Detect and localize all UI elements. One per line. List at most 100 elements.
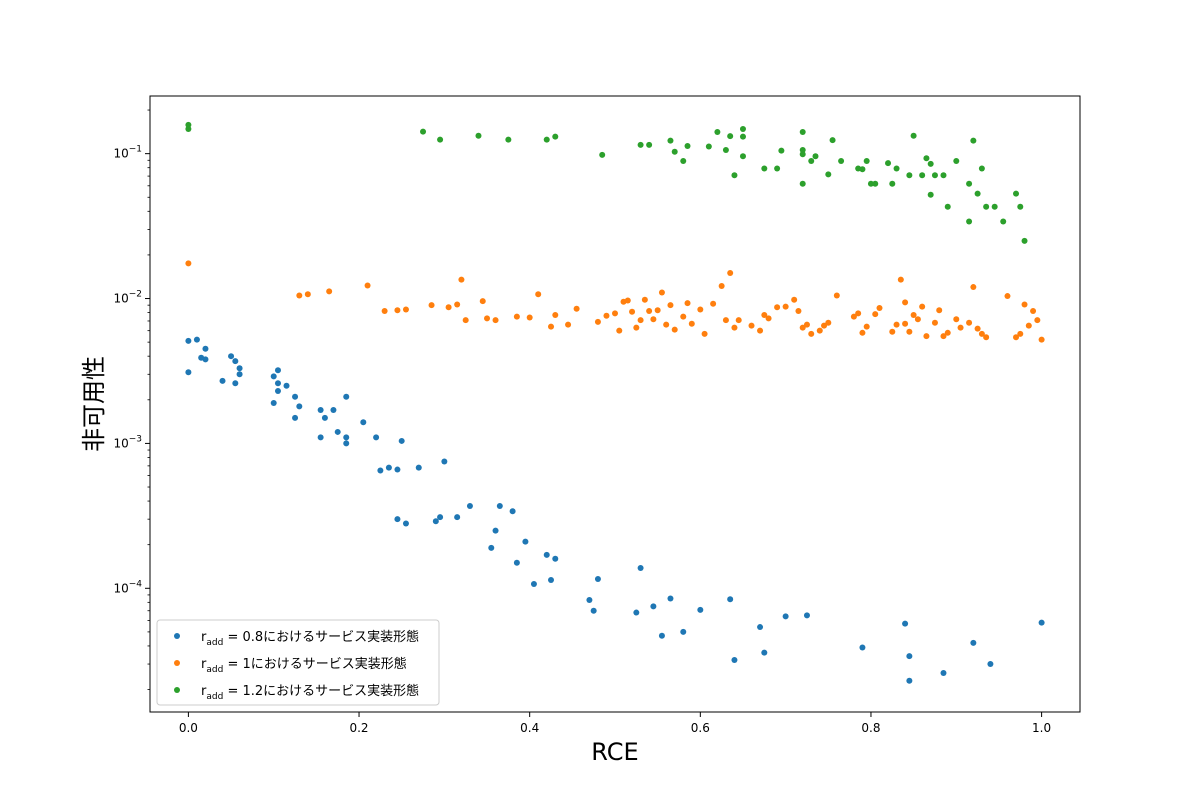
data-point [667,137,674,144]
data-point [415,464,422,471]
data-point [565,321,572,328]
data-point [671,326,678,333]
data-point [364,282,371,289]
data-point [402,306,409,313]
data-point [931,319,938,326]
data-point [953,157,960,164]
x-tick-label: 1.0 [1032,721,1051,735]
data-point [931,172,938,179]
legend-label: radd = 1.2におけるサービス実装形態 [201,683,419,702]
data-point [974,325,981,332]
data-point [727,270,734,277]
data-point [296,292,303,299]
data-point [633,324,640,331]
data-point [978,165,985,172]
data-point [978,330,985,337]
data-point [292,414,299,421]
data-point [970,137,977,144]
data-point [966,218,973,225]
data-point [377,467,384,474]
legend: radd = 0.8におけるサービス実装形態 radd = 1におけるサービス実装… [156,619,440,706]
data-point [970,639,977,646]
data-point [816,327,823,334]
data-point [185,260,192,267]
data-point [722,146,729,153]
legend-label: radd = 1におけるサービス実装形態 [201,656,407,675]
data-point [872,180,879,187]
data-point [330,407,337,414]
y-tick-label: 10−2 [113,290,142,306]
data-point [343,393,350,400]
series-0 [185,336,1045,684]
data-point [398,437,405,444]
data-point [825,171,832,178]
data-point [957,324,964,331]
data-point [936,307,943,314]
series-2 [185,121,1028,244]
data-point [552,133,559,140]
data-point [739,125,746,132]
data-point [496,502,503,509]
data-point [650,603,657,610]
data-point [658,632,665,639]
data-point [432,518,439,525]
data-point [629,308,636,315]
data-point [799,324,806,331]
data-point [304,291,311,298]
data-point [680,628,687,635]
data-point [334,428,341,435]
data-point [761,649,768,656]
legend-item: radd = 0.8におけるサービス実装形態 [174,629,419,648]
data-point [778,147,785,154]
data-point [317,407,324,414]
data-point [185,125,192,132]
data-point [910,132,917,139]
data-point [838,157,845,164]
data-point [774,304,781,311]
data-point [402,520,409,527]
data-point [552,555,559,562]
data-point [612,310,618,317]
data-point [488,544,495,551]
data-point [658,289,665,296]
data-point [684,300,691,307]
data-point [530,581,537,588]
data-point [974,190,981,197]
data-point [944,203,951,210]
data-point [462,317,469,324]
data-point [526,314,533,321]
data-point [735,317,742,324]
data-point [637,317,644,324]
data-point [940,172,947,179]
legend-marker [174,633,180,639]
x-axis-title: RCE [591,738,638,766]
data-point [850,313,857,320]
data-point [535,291,542,298]
data-point [927,191,934,198]
x-tick-label: 0.0 [179,721,198,735]
data-point [829,137,836,144]
data-point [185,369,192,376]
legend-item: radd = 1.2におけるサービス実装形態 [174,683,419,702]
data-point [731,656,738,663]
data-point [232,358,239,365]
data-point [437,514,444,521]
data-point [202,345,209,352]
data-point [799,180,806,187]
data-point [799,151,806,158]
data-point [202,356,209,363]
data-point [757,327,764,334]
data-point [863,323,870,330]
x-tick-label: 0.6 [691,721,710,735]
data-point [1013,334,1020,341]
data-point [667,595,674,602]
data-point [987,661,994,668]
data-point [701,330,708,337]
legend-label: radd = 0.8におけるサービス実装形態 [201,629,419,648]
y-tick-label: 10−4 [113,579,142,595]
y-axis-title: 非可用性 [80,356,108,452]
data-point [420,128,427,135]
data-point [889,328,896,335]
data-point [1000,218,1007,225]
